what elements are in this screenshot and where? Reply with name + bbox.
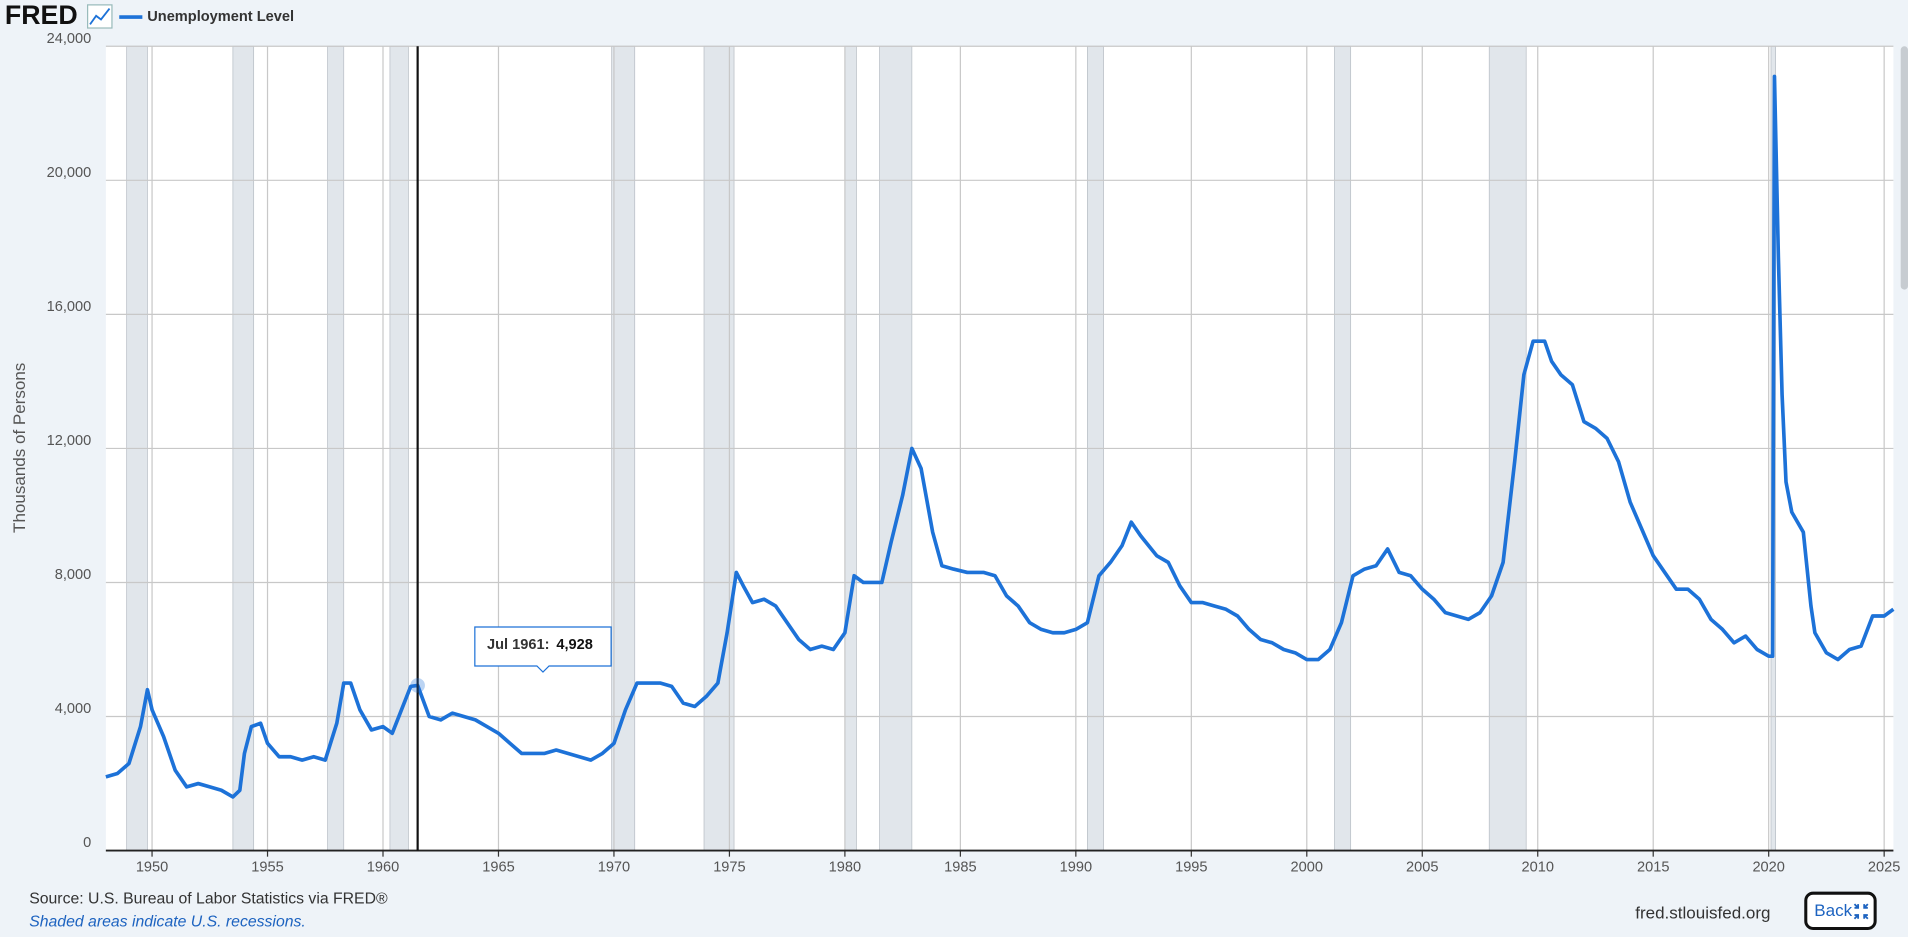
tooltip-box <box>474 626 612 673</box>
y-tick-label: 8,000 <box>55 567 92 583</box>
y-tick-label: 16,000 <box>47 299 92 315</box>
x-tick-label: 2020 <box>1752 859 1784 875</box>
logo-icon-line <box>89 7 111 25</box>
back-button-icon[interactable] <box>1853 903 1869 920</box>
logo: FRED <box>5 0 78 30</box>
legend-label: Unemployment Level <box>147 9 294 25</box>
x-tick-label: 2005 <box>1406 859 1438 875</box>
x-tick-label: 1980 <box>829 859 861 875</box>
y-tick-label: 12,000 <box>47 433 92 449</box>
hover-point <box>410 678 425 693</box>
x-tick-label: 2010 <box>1522 859 1554 875</box>
series-line <box>105 74 1895 799</box>
x-tick-label: 1965 <box>482 859 514 875</box>
tooltip-value: 4,928 <box>556 637 593 653</box>
source: Source: U.S. Bureau of Labor Statistics … <box>29 890 388 907</box>
x-tick-label: 1960 <box>367 859 399 875</box>
x-tick-label: 2025 <box>1868 859 1900 875</box>
back-button-frame[interactable] <box>1804 891 1877 930</box>
logo-icon <box>87 4 113 29</box>
back-button-label[interactable]: Back <box>1814 901 1852 920</box>
y-tick-label: 20,000 <box>47 165 92 181</box>
x-tick-label: 1955 <box>251 859 283 875</box>
x-tick-label: 1995 <box>1175 859 1207 875</box>
y-axis-label: Thousands of Persons <box>10 363 29 533</box>
y-tick-label: 4,000 <box>55 701 92 717</box>
scrollbar <box>1900 46 1908 290</box>
plot: 0 4,000 8,000 12,000 16,000 20,000 24,000 1950 1… <box>47 31 1901 876</box>
x-tick-label: 1990 <box>1060 859 1092 875</box>
x-tick-label: 1985 <box>944 859 976 875</box>
y-tick-label: 0 <box>83 835 91 851</box>
recession-note: Shaded areas indicate U.S. recessions. <box>29 914 306 931</box>
y-tick-label: 24,000 <box>47 31 92 47</box>
x-tick-label: 2000 <box>1291 859 1323 875</box>
tooltip-label: Jul 1961: <box>487 637 549 653</box>
site: fred.stlouisfed.org <box>1635 903 1770 922</box>
x-tick-label: 2015 <box>1637 859 1669 875</box>
back-button[interactable]: Back <box>1804 891 1877 930</box>
x-tick-label: 1970 <box>598 859 630 875</box>
x-tick-label: 1975 <box>713 859 745 875</box>
x-tick-label: 1950 <box>136 859 168 875</box>
